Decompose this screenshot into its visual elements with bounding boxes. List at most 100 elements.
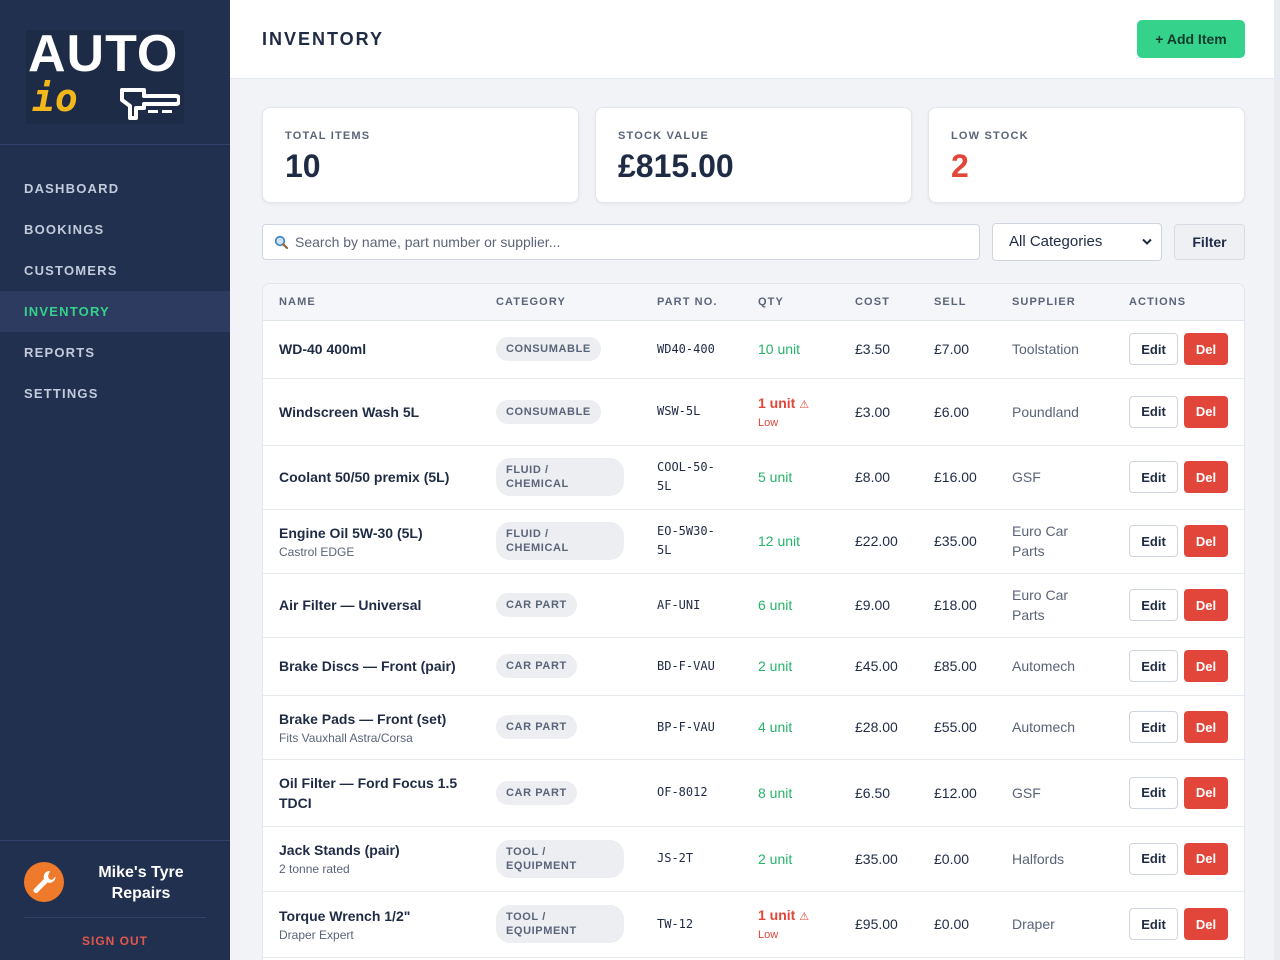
sidebar-item-customers[interactable]: CUSTOMERS <box>24 263 118 278</box>
sidebar-item-dashboard[interactable]: DASHBOARD <box>24 181 120 196</box>
category-badge: TOOL / EQUIPMENT <box>496 839 624 878</box>
table-row: WD-40 400ml CONSUMABLE WD40-400 10 unit £3.5… <box>263 320 1244 379</box>
cell-sell: £7.00 <box>918 320 996 379</box>
cell-part-no: OF-8012 <box>641 759 742 827</box>
cell-actions: Edit Del <box>1113 573 1244 638</box>
part-number: OF-8012 <box>657 785 708 799</box>
cell-supplier: Euro Car Parts <box>996 573 1113 638</box>
warning-icon: ⚠ <box>799 911 810 923</box>
cell-category: CAR PART <box>480 637 641 696</box>
edit-button[interactable]: Edit <box>1129 842 1178 875</box>
search-input[interactable] <box>295 225 965 259</box>
delete-button[interactable]: Del <box>1184 461 1228 493</box>
scrollbar[interactable] <box>1274 0 1280 960</box>
delete-button[interactable]: Del <box>1184 589 1228 621</box>
delete-button[interactable]: Del <box>1184 711 1228 743</box>
cell-name: Windscreen Wash 5L <box>263 378 480 446</box>
supplier-name: Draper <box>1012 916 1055 932</box>
qty-value: 4 unit <box>758 719 793 735</box>
column-header-part-no[interactable]: PART NO. <box>641 284 742 321</box>
item-description: Draper Expert <box>279 927 354 942</box>
filter-button[interactable]: Filter <box>1174 224 1245 260</box>
item-description: 2 tonne rated <box>279 862 350 876</box>
cell-part-no: WSW-5L <box>641 378 742 446</box>
supplier-name: Euro Car Parts <box>1012 523 1069 559</box>
category-select[interactable]: All Categories <box>992 223 1162 261</box>
item-name: WD-40 400ml <box>279 341 367 357</box>
stat-value: 2 <box>951 148 969 184</box>
cell-actions: Edit Del <box>1113 826 1244 892</box>
table-row: Torque Wrench 1/2" Draper Expert TOOL / EQ… <box>263 891 1244 958</box>
sidebar-item-reports[interactable]: REPORTS <box>24 345 96 360</box>
delete-button[interactable]: Del <box>1184 908 1228 940</box>
delete-button[interactable]: Del <box>1184 776 1228 809</box>
cell-qty: 2 unit <box>742 637 839 696</box>
cell-supplier: Toolstation <box>996 320 1113 379</box>
supplier-name: Automech <box>1012 658 1076 674</box>
edit-button[interactable]: Edit <box>1129 525 1178 557</box>
delete-button[interactable]: Del <box>1184 842 1228 875</box>
cell-name: WD-40 400ml <box>263 320 480 379</box>
supplier-name: Toolstation <box>1012 341 1079 357</box>
edit-button[interactable]: Edit <box>1129 776 1178 809</box>
cell-name: Coolant 50/50 premix (5L) <box>263 445 480 510</box>
cell-supplier: Automech <box>996 695 1113 760</box>
delete-button[interactable]: Del <box>1184 333 1228 365</box>
part-number: WSW-5L <box>657 404 701 418</box>
low-stock-label: Low <box>758 416 779 429</box>
edit-button[interactable]: Edit <box>1129 395 1178 428</box>
cell-name: Engine Oil 5W-30 (5L) Castrol EDGE <box>263 509 480 574</box>
edit-button[interactable]: Edit <box>1129 589 1178 621</box>
sidebar-item-inventory[interactable]: INVENTORY <box>0 291 230 332</box>
delete-button[interactable]: Del <box>1184 525 1228 557</box>
add-item-button[interactable]: + Add Item <box>1137 20 1245 58</box>
item-name: Coolant 50/50 premix (5L) <box>279 469 450 485</box>
part-number: JS-2T <box>657 851 694 865</box>
sidebar-item-bookings[interactable]: BOOKINGS <box>24 222 105 237</box>
page-header: INVENTORY + Add Item <box>230 0 1280 79</box>
edit-button[interactable]: Edit <box>1129 650 1178 682</box>
column-header-supplier[interactable]: SUPPLIER <box>996 284 1113 321</box>
cell-supplier: Euro Car Parts <box>996 509 1113 574</box>
cell-cost: £6.50 <box>839 759 918 827</box>
item-name: Brake Discs — Front (pair) <box>279 658 456 674</box>
cell-part-no: AF-UNI <box>641 573 742 638</box>
edit-button[interactable]: Edit <box>1129 908 1178 940</box>
sidebar-item-settings[interactable]: SETTINGS <box>24 386 99 401</box>
stat-label: LOW STOCK <box>951 130 1029 142</box>
edit-button[interactable]: Edit <box>1129 711 1178 743</box>
wrench-logo-icon <box>120 88 180 120</box>
sign-out-link[interactable]: SIGN OUT <box>81 934 148 948</box>
cell-actions: Edit Del <box>1113 509 1244 574</box>
category-badge: CAR PART <box>496 780 577 805</box>
column-header-cost[interactable]: COST <box>839 284 918 321</box>
delete-button[interactable]: Del <box>1184 650 1228 682</box>
column-header-category[interactable]: CATEGORY <box>480 284 641 321</box>
app-logo[interactable]: AUTO io <box>26 26 184 124</box>
item-name: Brake Pads — Front (set) <box>279 710 447 727</box>
column-header-name[interactable]: NAME <box>263 284 480 321</box>
logo-text-top: AUTO <box>28 25 179 83</box>
qty-value: 12 unit <box>758 533 801 549</box>
column-header-sell[interactable]: SELL <box>918 284 996 321</box>
cell-actions: Edit Del <box>1113 891 1244 958</box>
cell-part-no: WD40-400 <box>641 320 742 379</box>
category-badge: CONSUMABLE <box>496 337 601 361</box>
item-description: Fits Vauxhall Astra/Corsa <box>279 730 413 745</box>
cell-part-no: BP-F-VAU <box>641 695 742 760</box>
cell-category: CAR PART <box>480 695 641 760</box>
edit-button[interactable]: Edit <box>1129 333 1178 365</box>
cell-qty: 12 unit <box>742 509 839 574</box>
cell-category: CAR PART <box>480 759 641 827</box>
qty-value: 5 unit <box>758 469 793 485</box>
chevron-down-icon <box>1142 238 1152 245</box>
column-header-qty[interactable]: QTY <box>742 284 839 321</box>
part-number: BD-F-VAU <box>657 658 715 673</box>
cell-cost: £3.50 <box>839 320 918 379</box>
user-name: Mike's Tyre Repairs <box>98 864 184 902</box>
delete-button[interactable]: Del <box>1184 395 1228 428</box>
cell-name: Oil Filter — Ford Focus 1.5 TDCI <box>263 759 480 827</box>
cell-supplier: Halfords <box>996 826 1113 892</box>
edit-button[interactable]: Edit <box>1129 461 1178 493</box>
cell-category: FLUID / CHEMICAL <box>480 445 641 510</box>
